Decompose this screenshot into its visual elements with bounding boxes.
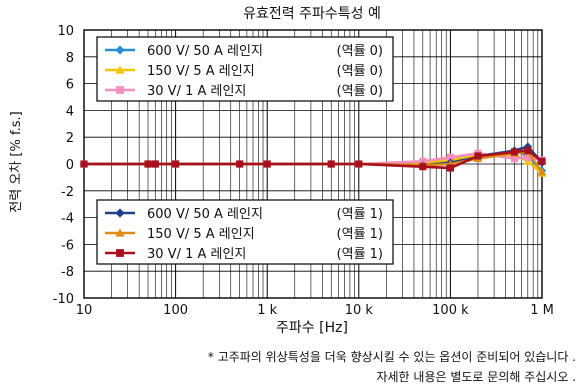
legend-marker [116, 86, 124, 94]
y-tick-label: -2 [61, 185, 74, 200]
x-tick-label: 100 k [432, 303, 469, 318]
data-point [524, 147, 532, 155]
legend-pf: (역률 1) [337, 207, 383, 222]
legend-marker [115, 208, 125, 218]
data-point [144, 160, 152, 168]
data-point [151, 160, 159, 168]
data-point [537, 167, 547, 176]
y-tick-label: -6 [61, 238, 74, 253]
data-point [523, 157, 533, 165]
legend-pf: (역률 0) [337, 44, 383, 59]
y-tick-label: 4 [66, 104, 74, 119]
footnote-contact: 자세한 내용은 별도로 문의해 주십시오 . [376, 370, 576, 384]
series-6 [80, 147, 546, 172]
legend-marker [116, 249, 124, 257]
data-point [524, 153, 532, 161]
legend-marker [115, 228, 125, 237]
legend-pf: (역률 1) [337, 227, 383, 242]
data-point [263, 160, 271, 168]
data-point [446, 153, 454, 161]
data-point [172, 160, 180, 168]
x-tick-label: 1 k [257, 303, 277, 318]
y-tick-label: -10 [53, 292, 74, 307]
chart-text: 유효전력 주파수특성 예 주파수 [Hz] 전력 오차 [% f.s.] [9, 6, 381, 336]
legends: 600 V/ 50 A 레인지 (역률 0) 150 V/ 5 A 레인지 (역률 0… [96, 36, 394, 265]
y-axis-label: 전력 오차 [% f.s.] [9, 111, 24, 212]
x-tick-label: 100 [163, 303, 188, 318]
y-tick-label: 8 [66, 51, 74, 66]
y-tick-label: -4 [61, 212, 74, 227]
data-point [419, 163, 427, 171]
chart-svg: 10 100 1 k 10 k 100 k 1 M -10 -8 -6 -4 -2 0 2 4 6 8 10 6… [9, 6, 554, 336]
y-tick-label: 0 [66, 158, 74, 173]
legend-pf: (역률 1) [337, 247, 383, 262]
data-point [510, 148, 518, 156]
data-point [355, 160, 363, 168]
legend-label: 30 V/ 1 A 레인지 [147, 247, 246, 262]
data-point [538, 157, 546, 165]
legend-label: 30 V/ 1 A 레인지 [147, 84, 246, 99]
y-tick-label: -8 [61, 265, 74, 280]
data-point [236, 160, 244, 168]
legend-marker [115, 45, 125, 55]
legend-label: 150 V/ 5 A 레인지 [147, 64, 255, 79]
legend-box [96, 36, 394, 102]
data-point [446, 164, 454, 172]
data-point [474, 152, 482, 160]
footnote-option: * 고주파의 위상특성을 더욱 향상시킬 수 있는 옵션이 준비되어 있습니다 … [207, 350, 576, 364]
legend-box [96, 199, 394, 265]
x-axis-label: 주파수 [Hz] [276, 320, 348, 336]
legend-label: 150 V/ 5 A 레인지 [147, 227, 255, 242]
legend-marker [115, 65, 125, 74]
legend-label: 600 V/ 50 A 레인지 [147, 207, 263, 222]
data-point [510, 155, 518, 163]
x-tick-label: 1 M [530, 303, 554, 318]
chart-title: 유효전력 주파수특성 예 [243, 6, 381, 22]
y-tick-label: 10 [57, 24, 74, 39]
y-tick-label: 6 [66, 78, 74, 93]
legend-pf: (역률 0) [337, 64, 383, 79]
legend-pf: (역률 0) [337, 84, 383, 99]
legend-pf1: 600 V/ 50 A 레인지 (역률 1) 150 V/ 5 A 레인지 (역률 1… [96, 199, 394, 265]
data-point [523, 142, 533, 151]
series-layer [79, 142, 547, 177]
legend-label: 600 V/ 50 A 레인지 [147, 44, 263, 59]
y-tick-label: 2 [66, 131, 74, 146]
data-point [327, 160, 335, 168]
data-point [80, 160, 88, 168]
x-tick-label: 10 k [345, 303, 374, 318]
legend-pf0: 600 V/ 50 A 레인지 (역률 0) 150 V/ 5 A 레인지 (역률 0… [96, 36, 394, 102]
x-tick-label: 10 [76, 303, 93, 318]
